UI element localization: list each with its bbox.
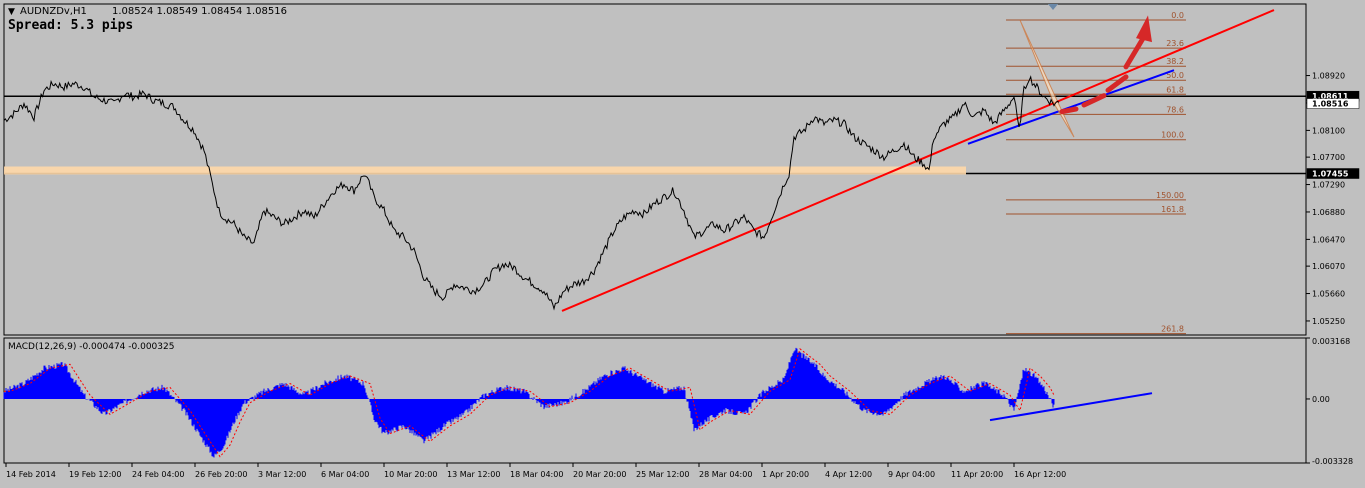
macd-trendline	[989, 392, 1153, 422]
time-tick-label: 20 Mar 20:00	[573, 470, 626, 479]
time-tick-label: 26 Feb 20:00	[195, 470, 247, 479]
macd-tick-label: 0.003168	[1312, 337, 1350, 346]
time-tick-label: 10 Mar 20:00	[384, 470, 437, 479]
macd-signal-line	[4, 348, 1055, 458]
horizontal-levels	[4, 95, 1306, 175]
price-tick-label: 1.07700	[1312, 153, 1345, 162]
price-tick-label: 1.06880	[1312, 208, 1345, 217]
time-tick-label: 9 Apr 04:00	[888, 470, 935, 479]
time-tick-label: 13 Mar 12:00	[447, 470, 500, 479]
fib-level-label: 161.8	[1161, 205, 1184, 214]
fibonacci-retracement: 0.0 23.6 38.2 50.0 61.8 78.6 100.0 150.00 161.8 2…	[1006, 11, 1186, 335]
projection-arrow-segment	[1081, 93, 1107, 108]
time-tick-label: 4 Apr 12:00	[825, 470, 872, 479]
macd-histogram	[3, 347, 1055, 458]
time-tick-label: 25 Mar 12:00	[636, 470, 689, 479]
spread-label: Spread: 5.3 pips	[8, 18, 133, 33]
time-tick-label: 28 Mar 04:00	[699, 470, 752, 479]
time-tick-label: 18 Mar 04:00	[510, 470, 563, 479]
price-tick-label: 1.05250	[1312, 317, 1345, 326]
price-label-box	[1306, 168, 1360, 179]
fib-level-label: 23.6	[1166, 39, 1184, 48]
time-tick-label: 1 Apr 20:00	[762, 470, 809, 479]
time-tick-label: 16 Apr 12:00	[1014, 470, 1066, 479]
projection-arrow-segment	[1059, 106, 1079, 115]
price-tick-label: 1.05660	[1312, 290, 1345, 299]
macd-tick-label: 0.00	[1312, 395, 1330, 404]
macd-tick-label: -0.003328	[1312, 457, 1353, 466]
fib-level-label: 100.0	[1161, 131, 1184, 140]
channel-trendline	[967, 69, 1175, 145]
time-tick-label: 11 Apr 20:00	[951, 470, 1003, 479]
price-tick-label: 1.08100	[1312, 126, 1345, 135]
pattern-triangle	[1019, 19, 1075, 138]
fib-level-label: 150.00	[1156, 191, 1184, 200]
macd-axis: 0.003168 0.00 -0.003328	[1306, 337, 1353, 466]
collapse-icon[interactable]: ▼	[8, 7, 15, 17]
price-tick-label: 1.07290	[1312, 181, 1345, 190]
time-axis: 14 Feb 2014 19 Feb 12:00 24 Feb 04:00 26 Fe…	[5, 463, 1066, 479]
time-tick-label: 3 Mar 12:00	[258, 470, 306, 479]
fib-level-label: 261.8	[1161, 325, 1184, 334]
fib-level-label: 50.0	[1166, 71, 1184, 80]
projection-arrow-segment	[1123, 34, 1147, 70]
price-label-box	[1306, 98, 1360, 109]
fib-level-label: 78.6	[1166, 105, 1184, 114]
price-label-text: 1.08611	[1312, 92, 1349, 101]
macd-label: MACD(12,26,9) -0.000474 -0.000325	[8, 342, 174, 352]
price-series	[3, 75, 1060, 311]
time-tick-label: 24 Feb 04:00	[132, 470, 184, 479]
price-label-text: 1.07455	[1312, 170, 1349, 179]
support-zone-band	[4, 166, 966, 175]
support-trendline	[561, 9, 1275, 312]
projection-arrow-segment	[1105, 74, 1129, 93]
time-tick-label: 14 Feb 2014	[6, 470, 56, 479]
symbol-title: AUDNZDv,H1	[20, 6, 87, 17]
projection-arrow-head	[1136, 15, 1152, 43]
fib-level-label: 38.2	[1166, 57, 1184, 66]
price-tick-label: 1.08920	[1312, 72, 1345, 81]
time-tick-label: 6 Mar 04:00	[321, 470, 369, 479]
chart-shift-icon[interactable]	[1048, 4, 1058, 10]
time-tick-label: 19 Feb 12:00	[69, 470, 121, 479]
fib-level-label: 61.8	[1166, 85, 1184, 94]
price-line	[3, 75, 1060, 311]
price-label-text: 1.08516	[1312, 100, 1349, 109]
price-axis: 1.089201.085101.081001.077001.072901.068…	[1306, 72, 1360, 326]
fib-level-label: 0.0	[1171, 11, 1184, 20]
price-tick-label: 1.06070	[1312, 262, 1345, 271]
projection-arrows	[1059, 15, 1152, 115]
price-tick-label: 1.06470	[1312, 235, 1345, 244]
ohlc-readout: 1.08524 1.08549 1.08454 1.08516	[112, 6, 287, 17]
trendlines	[561, 9, 1275, 422]
